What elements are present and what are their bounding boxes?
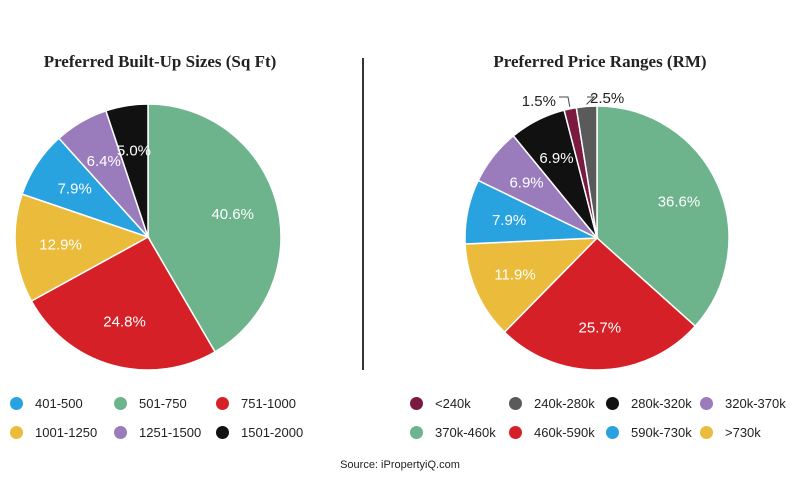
pie2-leader-240k: [559, 96, 571, 107]
legend2-item-590k-730k: 590k-730k: [606, 425, 692, 440]
pie1-label-1501-2000: 5.0%: [117, 142, 151, 159]
pie1-label-1001-1250: 12.9%: [39, 237, 82, 254]
pie1-slice-751-1000: [30, 235, 217, 371]
legend-label: 401-500: [35, 396, 83, 411]
legend-swatch: [216, 426, 229, 439]
legend-label: 240k-280k: [534, 396, 595, 411]
pie1-slice-1001-1250: [14, 193, 150, 303]
pie1-label-1251-1500: 6.4%: [87, 153, 121, 170]
pie2-label-240k: 1.5%: [522, 93, 556, 110]
source-note: Source: iPropertyiQ.com: [340, 459, 460, 471]
legend-label: 1001-1250: [35, 425, 98, 440]
pie2-label-320k-370k: 6.9%: [509, 174, 543, 191]
pie1-slice-1501-2000: [104, 103, 149, 238]
legend2-item-460k-590k: 460k-590k: [509, 425, 595, 440]
legend-label: 1501-2000: [241, 425, 304, 440]
legend1-item-1501-2000: 1501-2000: [216, 425, 303, 440]
pie2-label-280k-320k: 6.9%: [539, 150, 573, 167]
pie2-leader-240k-280k: [586, 96, 596, 105]
legend-label: 501-750: [139, 396, 187, 411]
legend2-item-730k: >730k: [700, 425, 761, 440]
legend-label: <240k: [435, 396, 471, 411]
legend-swatch: [10, 397, 23, 410]
pie2-label-730k: 11.9%: [494, 267, 535, 284]
chart-divider: [362, 58, 364, 370]
pie1-label-401-500: 7.9%: [58, 181, 92, 198]
pie2-slice-730k: [464, 237, 599, 334]
pie2-slice-370k-460k: [596, 105, 730, 328]
legend2-item-240k: <240k: [410, 396, 471, 411]
pie2-label-240k-280k: 2.5%: [590, 90, 624, 107]
legend-swatch: [114, 426, 127, 439]
legend-swatch: [509, 397, 522, 410]
legend-swatch: [700, 426, 713, 439]
left-chart-title: Preferred Built-Up Sizes (Sq Ft): [43, 52, 277, 71]
legend-swatch: [410, 426, 423, 439]
legend-label: 1251-1500: [139, 425, 202, 440]
pie2-slice-460k-590k: [503, 236, 697, 371]
right-chart-title: Preferred Price Ranges (RM): [493, 52, 707, 71]
pie2-label-370k-460k: 36.6%: [658, 193, 701, 210]
pie1-label-751-1000: 24.8%: [103, 314, 146, 331]
pie2-label-590k-730k: 7.9%: [492, 212, 526, 229]
pie2-label-460k-590k: 25.7%: [579, 320, 622, 337]
legend-swatch: [606, 426, 619, 439]
legend1-item-1001-1250: 1001-1250: [10, 425, 97, 440]
legend-label: 751-1000: [241, 396, 296, 411]
legend2-item-240k-280k: 240k-280k: [509, 396, 595, 411]
legend-label: 370k-460k: [435, 425, 496, 440]
legend2-item-370k-460k: 370k-460k: [410, 425, 496, 440]
legend-label: >730k: [725, 425, 761, 440]
legend-swatch: [509, 426, 522, 439]
legend1-item-751-1000: 751-1000: [216, 396, 296, 411]
legend2-item-320k-370k: 320k-370k: [700, 396, 786, 411]
legend-label: 280k-320k: [631, 396, 692, 411]
legend-label: 590k-730k: [631, 425, 692, 440]
legend2-item-280k-320k: 280k-320k: [606, 396, 692, 411]
legend1-item-1251-1500: 1251-1500: [114, 425, 201, 440]
legend-label: 460k-590k: [534, 425, 595, 440]
pie1-slice-501-750: [147, 103, 282, 353]
pie2-slice-240k-280k: [575, 105, 598, 239]
legend-swatch: [606, 397, 619, 410]
legend-swatch: [114, 397, 127, 410]
pie1-label-501-750: 40.6%: [211, 206, 254, 223]
legend1-item-401-500: 401-500: [10, 396, 83, 411]
legend-swatch: [10, 426, 23, 439]
legend1-item-501-750: 501-750: [114, 396, 187, 411]
legend-swatch: [216, 397, 229, 410]
legend-swatch: [700, 397, 713, 410]
legend-swatch: [410, 397, 423, 410]
legend-label: 320k-370k: [725, 396, 786, 411]
